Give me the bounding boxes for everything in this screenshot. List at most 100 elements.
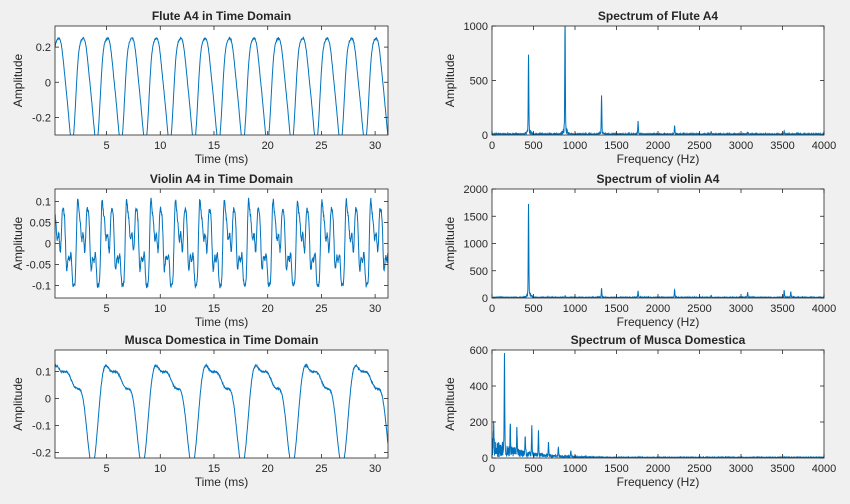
- y-axis-label: Amplitude: [443, 217, 457, 271]
- y-axis-label: Amplitude: [11, 377, 25, 431]
- x-tick-label: 10: [154, 463, 166, 475]
- y-tick-label: 0.1: [36, 197, 51, 209]
- x-tick-label: 3000: [729, 303, 753, 315]
- y-tick-label: 600: [470, 345, 488, 357]
- y-tick-label: 1000: [464, 21, 488, 33]
- y-tick-label: 0: [45, 77, 51, 89]
- x-tick-label: 500: [524, 140, 542, 152]
- x-tick-label: 30: [369, 463, 381, 475]
- x-tick-label: 3500: [770, 463, 794, 475]
- x-tick-label: 1500: [604, 463, 628, 475]
- plot-title: Spectrum of Flute A4: [598, 9, 719, 23]
- y-axis-label: Amplitude: [443, 377, 457, 431]
- x-tick-label: 25: [315, 140, 327, 152]
- x-tick-label: 500: [524, 463, 542, 475]
- plot-title: Spectrum of violin A4: [597, 172, 720, 186]
- x-tick-label: 4000: [812, 140, 836, 152]
- x-tick-label: 10: [154, 303, 166, 315]
- x-tick-label: 5: [103, 463, 109, 475]
- x-tick-label: 5: [103, 303, 109, 315]
- y-axis-label: Amplitude: [443, 54, 457, 108]
- musca-spectrum-axes: 0 500 1000 1500 2000 2500 3000 3500 4000 0 200 400 6…: [443, 333, 836, 489]
- plot-area: [55, 350, 388, 458]
- x-tick-label: 2500: [687, 463, 711, 475]
- y-tick-label: 0: [482, 130, 488, 142]
- x-tick-label: 2000: [646, 463, 670, 475]
- y-tick-label: 500: [470, 76, 488, 88]
- x-tick-label: 3500: [770, 303, 794, 315]
- x-tick-label: 5: [103, 140, 109, 152]
- x-axis-label: Time (ms): [195, 152, 249, 166]
- x-tick-label: 15: [208, 303, 220, 315]
- y-tick-label: -0.2: [32, 112, 51, 124]
- y-tick-label: -0.2: [32, 448, 51, 460]
- x-tick-label: 1000: [563, 140, 587, 152]
- flute-time-axes: 5 10 15 20 25 30 0.2 0 -0.2 Flute A4 in Time Doma…: [11, 9, 389, 166]
- y-tick-label: 200: [470, 417, 488, 429]
- x-tick-label: 500: [524, 303, 542, 315]
- x-tick-label: 4000: [812, 303, 836, 315]
- x-tick-label: 25: [315, 463, 327, 475]
- plot-title: Spectrum of Musca Domestica: [571, 333, 746, 347]
- x-tick-label: 0: [489, 463, 495, 475]
- x-tick-label: 1500: [604, 303, 628, 315]
- x-tick-label: 0: [489, 303, 495, 315]
- x-tick-label: 2000: [646, 140, 670, 152]
- x-tick-label: 2000: [646, 303, 670, 315]
- x-tick-label: 20: [262, 140, 274, 152]
- x-tick-label: 1000: [563, 303, 587, 315]
- series-line: [55, 363, 388, 458]
- y-tick-label: -0.1: [32, 280, 51, 292]
- y-tick-label: 1000: [464, 239, 488, 251]
- x-tick-label: 10: [154, 140, 166, 152]
- x-axis-label: Time (ms): [195, 475, 249, 489]
- x-tick-label: 3000: [729, 140, 753, 152]
- x-axis-label: Time (ms): [195, 315, 249, 329]
- y-tick-label: 400: [470, 381, 488, 393]
- y-tick-label: 0: [482, 293, 488, 305]
- plot-area: [492, 189, 824, 298]
- y-tick-label: 0.1: [36, 367, 51, 379]
- x-tick-label: 20: [262, 463, 274, 475]
- x-axis-label: Frequency (Hz): [617, 315, 700, 329]
- series-line: [55, 197, 388, 289]
- x-tick-label: 1000: [563, 463, 587, 475]
- x-tick-label: 30: [369, 140, 381, 152]
- plot-area: [492, 26, 824, 135]
- plot-title: Violin A4 in Time Domain: [150, 172, 293, 186]
- y-tick-label: 500: [470, 266, 488, 278]
- x-tick-label: 15: [208, 463, 220, 475]
- x-tick-label: 2500: [687, 303, 711, 315]
- axes-frame: [54, 25, 389, 136]
- y-tick-label: 2000: [464, 184, 488, 196]
- y-tick-label: 0: [482, 453, 488, 465]
- violin-spectrum-axes: 0 500 1000 1500 2000 2500 3000 3500 4000 0 500 1000…: [443, 172, 836, 329]
- axes-frame: [54, 349, 389, 459]
- y-axis-label: Amplitude: [11, 54, 25, 108]
- flute-spectrum-axes: 0 500 1000 1500 2000 2500 3000 3500 4000 0 500 1000…: [443, 9, 836, 166]
- plot-title: Musca Domestica in Time Domain: [125, 333, 319, 347]
- x-tick-label: 4000: [812, 463, 836, 475]
- x-tick-label: 15: [208, 140, 220, 152]
- y-tick-label: 0: [45, 239, 51, 251]
- x-tick-label: 1500: [604, 140, 628, 152]
- x-tick-label: 2500: [687, 140, 711, 152]
- x-tick-label: 0: [489, 140, 495, 152]
- x-tick-label: 3000: [729, 463, 753, 475]
- violin-time-axes: 5 10 15 20 25 30 0.1 0.05 0 -0.05 -0.1 Violin A4 in…: [11, 172, 389, 329]
- y-tick-label: -0.1: [32, 421, 51, 433]
- y-tick-label: 0: [45, 394, 51, 406]
- x-tick-label: 25: [315, 303, 327, 315]
- y-tick-label: -0.05: [26, 259, 51, 271]
- x-tick-label: 20: [262, 303, 274, 315]
- plot-title: Flute A4 in Time Domain: [152, 9, 291, 23]
- x-tick-label: 3500: [770, 140, 794, 152]
- x-axis-label: Frequency (Hz): [617, 475, 700, 489]
- y-axis-label: Amplitude: [11, 217, 25, 271]
- x-axis-label: Frequency (Hz): [617, 152, 700, 166]
- series-line: [55, 36, 388, 135]
- y-tick-label: 0.05: [30, 218, 51, 230]
- y-tick-label: 0.2: [36, 42, 51, 54]
